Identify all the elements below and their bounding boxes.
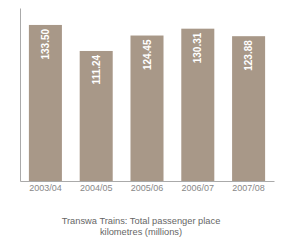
x-tick: 2006/07 <box>182 183 215 193</box>
x-tick: 2004/05 <box>80 183 113 193</box>
bar <box>181 29 214 181</box>
data-labels: 133.50 111.24 124.45 130.31 123.88 <box>40 29 254 85</box>
bar <box>232 36 265 181</box>
y-axis-line <box>20 9 21 182</box>
plot: 2003/04 2004/05 2005/06 2006/07 2007/08 133.5… <box>21 9 275 194</box>
x-tick-label: 2007/08 <box>232 183 265 193</box>
x-axis-line <box>21 181 275 182</box>
data-label: 123.88 <box>243 40 254 71</box>
data-label: 133.50 <box>40 29 51 60</box>
y-axis <box>20 9 21 182</box>
x-tick-label: 2003/04 <box>29 183 62 193</box>
data-label: 124.45 <box>142 39 153 70</box>
bar <box>29 25 62 181</box>
data-label: 111.24 <box>91 55 102 85</box>
x-tick: 2007/08 <box>232 183 265 193</box>
chart: 2003/04 2004/05 2005/06 2006/07 2007/08 133.5… <box>0 0 282 241</box>
x-tick-label: 2006/07 <box>182 183 215 193</box>
x-tick-label: 2005/06 <box>131 183 164 193</box>
bar <box>130 36 163 181</box>
x-tick: 2005/06 <box>131 183 164 193</box>
title: Transwa Trains: Total passenger placekil… <box>62 216 221 237</box>
x-tick: 2003/04 <box>29 183 62 193</box>
data-label: 130.31 <box>192 32 203 63</box>
x-tick-label: 2004/05 <box>80 183 113 193</box>
bar <box>80 51 113 181</box>
x-axis: 2003/04 2004/05 2005/06 2006/07 2007/08 <box>21 182 275 194</box>
bars <box>29 25 265 181</box>
